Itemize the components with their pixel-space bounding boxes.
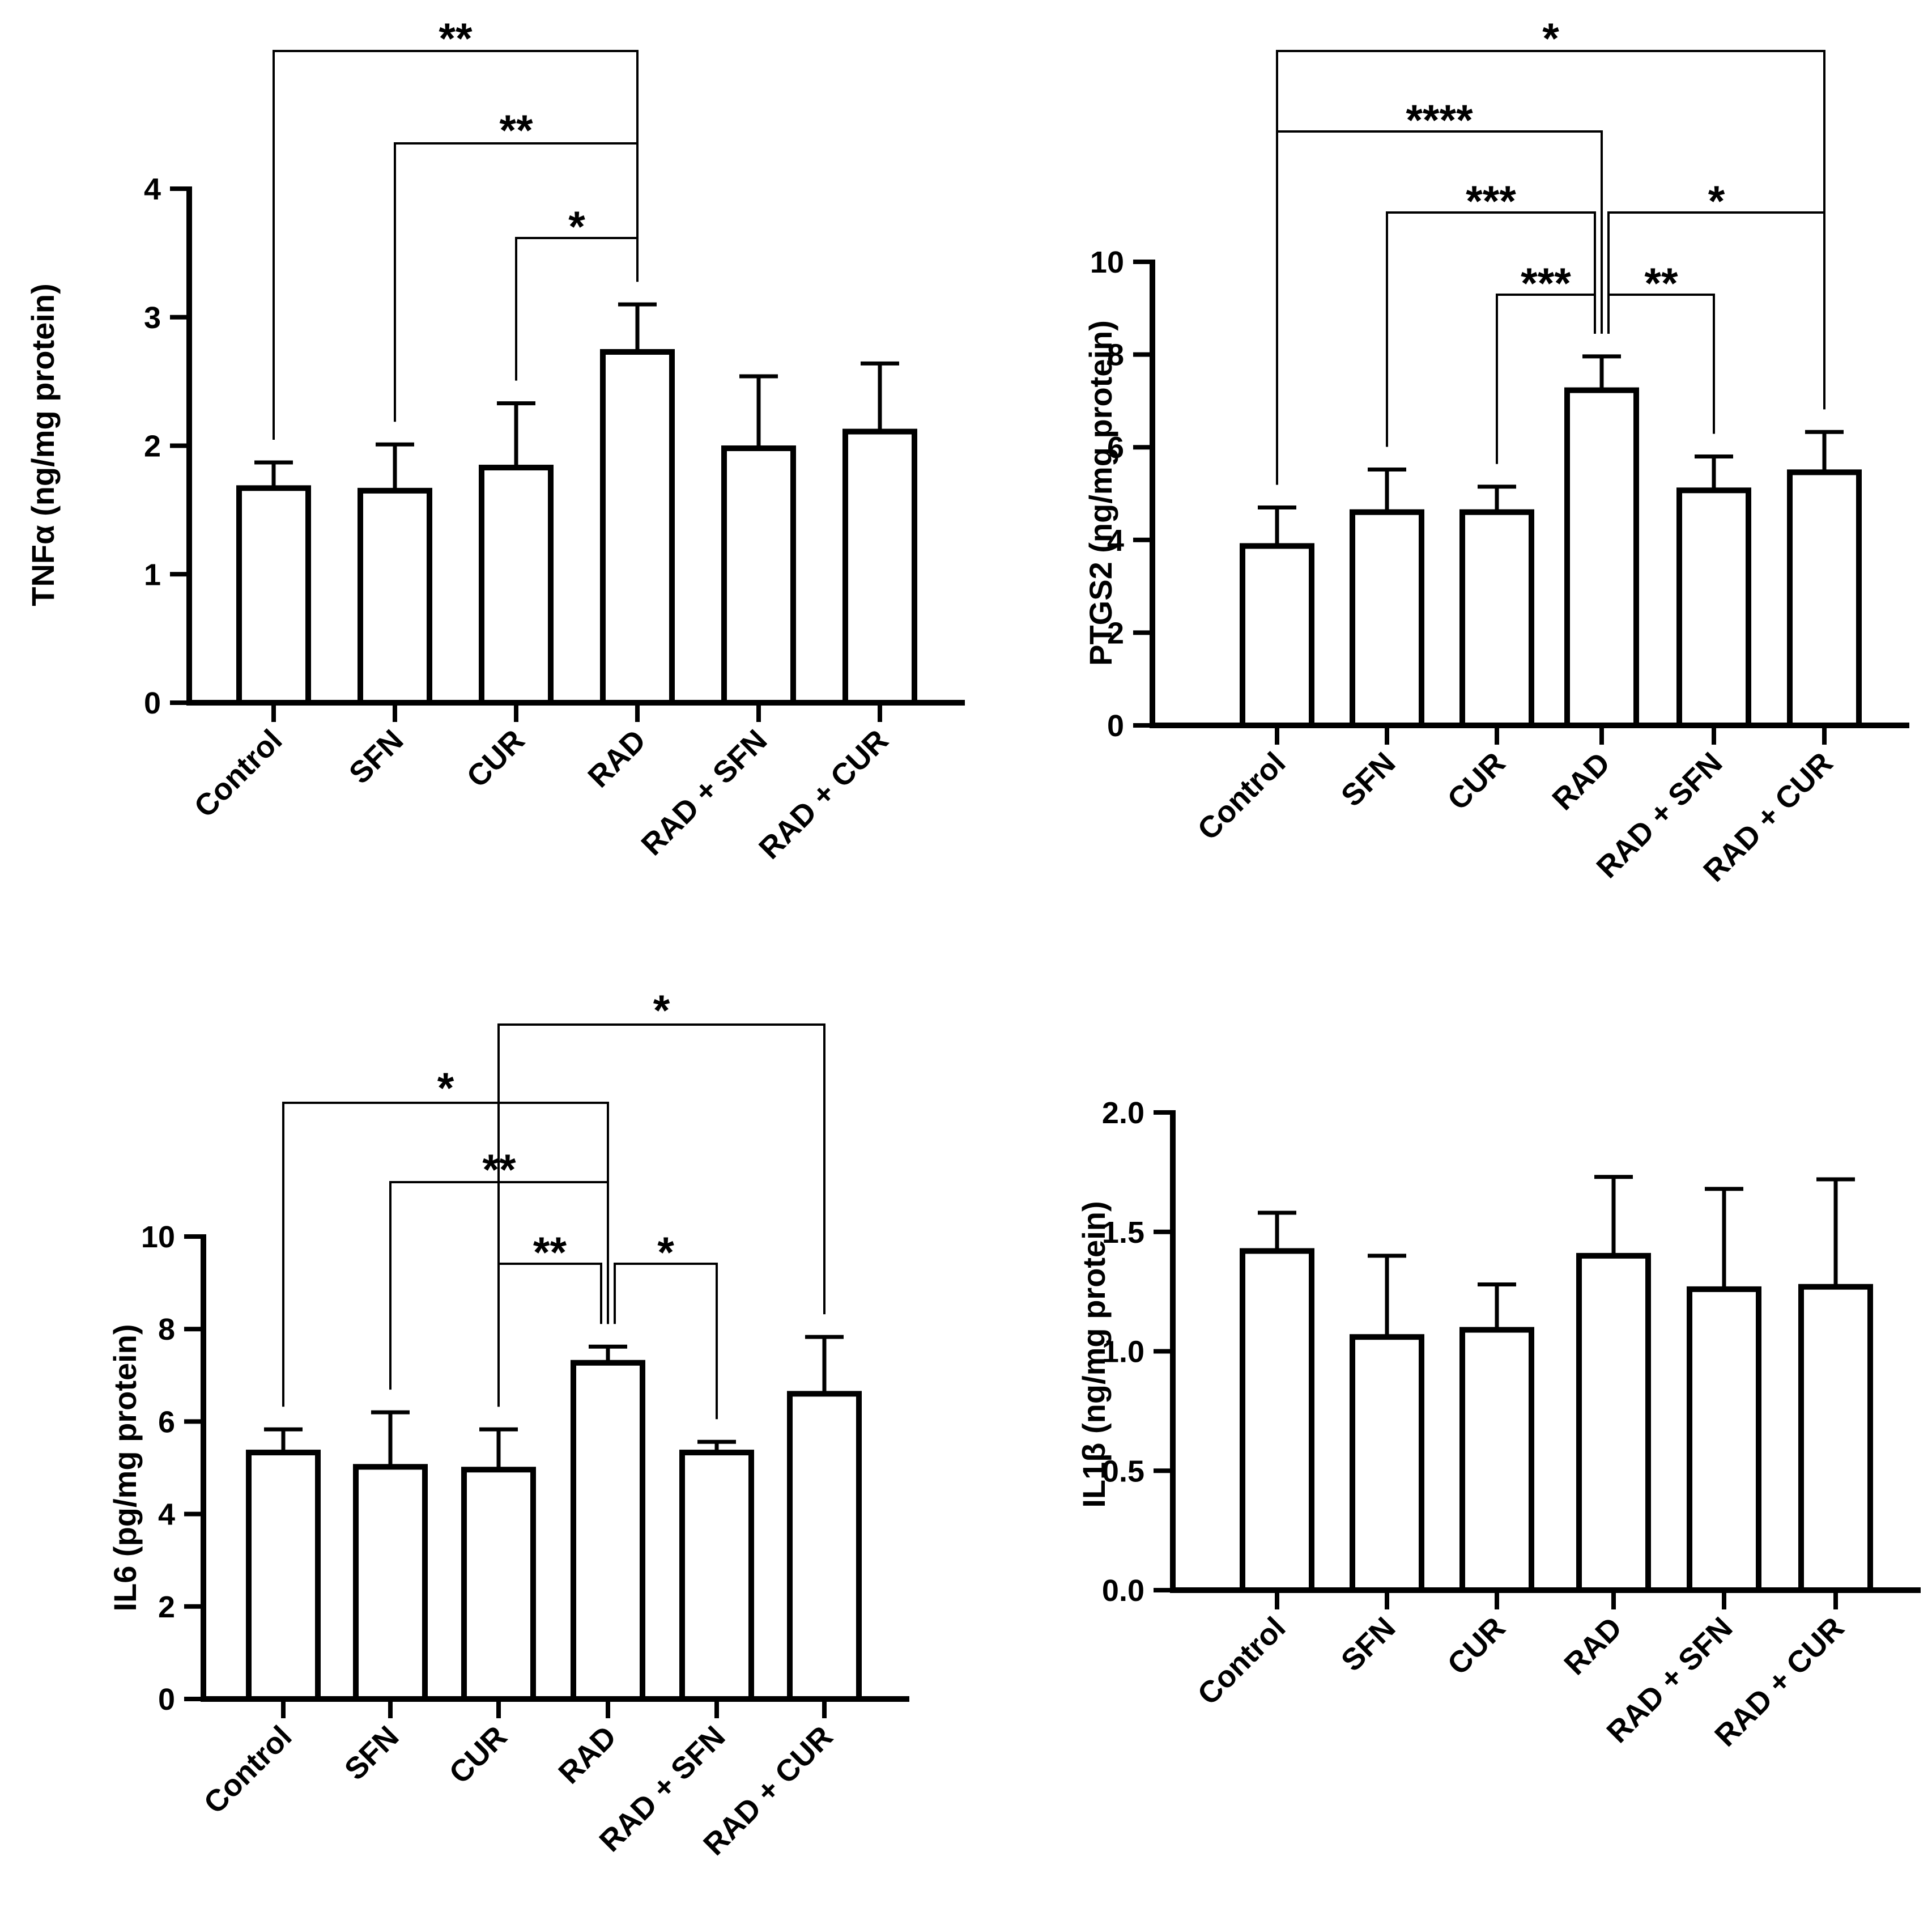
- bar: [1350, 509, 1424, 728]
- category-label: CUR: [460, 723, 531, 794]
- bar: [1240, 543, 1314, 729]
- significance-label: **: [439, 15, 473, 63]
- significance-label: *: [568, 203, 585, 251]
- category-label: CUR: [1441, 1611, 1512, 1681]
- y-tick-label: 2: [1107, 616, 1124, 650]
- bar: [721, 445, 796, 706]
- y-tick-label: 0.5: [1102, 1454, 1144, 1488]
- bar: [600, 349, 675, 706]
- category-label: Control: [197, 1719, 298, 1820]
- significance-bracket: [515, 237, 639, 381]
- significance-label: **: [533, 1229, 567, 1277]
- significance-label: *: [437, 1064, 454, 1112]
- category-label: CUR: [1441, 746, 1512, 817]
- y-tick-label: 1.5: [1102, 1216, 1144, 1250]
- y-tick-label: 8: [158, 1312, 175, 1346]
- bar: [1350, 1334, 1424, 1593]
- bar: [1676, 487, 1751, 728]
- significance-label: ***: [1466, 177, 1516, 226]
- significance-label: ****: [1406, 96, 1473, 145]
- y-tick-label: 8: [1107, 338, 1124, 372]
- significance-label: **: [482, 1146, 516, 1194]
- significance-bracket: [1276, 130, 1603, 485]
- significance-label: **: [499, 107, 533, 155]
- category-label: RAD: [1557, 1611, 1628, 1681]
- bar: [246, 1450, 321, 1702]
- bar: [1459, 1327, 1534, 1593]
- category-label: SFN: [343, 723, 410, 791]
- category-label: CUR: [442, 1719, 513, 1790]
- bar: [679, 1450, 754, 1702]
- y-axis-title: IL6 (pg/mg protein): [107, 1324, 143, 1611]
- bar: [353, 1464, 428, 1702]
- panel-il1b: 0.0 0.5 1.0 1.5 2.0 IL1β (ng/mg protein) Contr…: [1076, 1096, 1921, 1753]
- significance-bracket: [1496, 294, 1596, 464]
- bar: [787, 1391, 862, 1702]
- y-tick-label: 4: [1107, 524, 1124, 558]
- y-tick-label: 2: [144, 430, 161, 464]
- bar: [1687, 1286, 1761, 1593]
- y-tick-label: 0.0: [1102, 1574, 1144, 1608]
- category-label: Control: [188, 723, 288, 824]
- y-tick-label: 6: [158, 1405, 175, 1439]
- y-tick-label: 10: [141, 1220, 175, 1254]
- bar: [1564, 387, 1639, 728]
- bar: [479, 465, 554, 706]
- bar: [1798, 1284, 1873, 1594]
- category-label: SFN: [338, 1719, 406, 1787]
- bar: [358, 487, 432, 706]
- category-label: RAD: [1546, 746, 1616, 817]
- y-tick-label: 2: [158, 1590, 175, 1624]
- y-tick-label: 0: [158, 1683, 175, 1717]
- significance-bracket: [389, 1181, 609, 1390]
- significance-bracket: [394, 142, 639, 422]
- significance-bracket: [1607, 294, 1715, 434]
- panel-il6: 0 2 4 6 8 10 IL6 (pg/mg protein) Control SFN CUR R…: [107, 987, 909, 1862]
- significance-bracket: [614, 1263, 718, 1420]
- bar: [1787, 469, 1862, 728]
- y-axis-title: IL1β (ng/mg protein): [1076, 1201, 1112, 1507]
- y-tick-label: 4: [144, 172, 161, 206]
- significance-label: *: [653, 987, 670, 1035]
- category-label: SFN: [1335, 746, 1402, 813]
- significance-bracket: [497, 1263, 602, 1407]
- y-axis-title: TNFα (ng/mg protein): [25, 283, 61, 606]
- y-tick-label: 2.0: [1102, 1096, 1144, 1130]
- category-label: Control: [1191, 1611, 1292, 1711]
- bar: [1459, 509, 1534, 728]
- y-tick-label: 4: [158, 1498, 175, 1532]
- category-label: RAD + CUR: [752, 723, 895, 865]
- significance-bracket: [1607, 211, 1825, 410]
- category-label: RAD: [581, 723, 652, 794]
- panel-tnfa: 0 1 2 3 4 TNFα (ng/mg protein) Control SFN CUR RA…: [25, 15, 965, 865]
- y-tick-label: 1.0: [1102, 1335, 1144, 1369]
- bar: [571, 1360, 645, 1702]
- panel-ptgs2: 0 2 4 6 8 10 PTGS2 (ng/mg protein) Control SFN CU…: [1083, 15, 1909, 888]
- category-label: SFN: [1335, 1611, 1402, 1678]
- y-tick-label: 0: [144, 686, 161, 720]
- category-label: Control: [1191, 746, 1292, 847]
- y-tick-label: 1: [144, 558, 161, 592]
- significance-label: *: [1708, 177, 1725, 226]
- y-tick-label: 6: [1107, 431, 1124, 465]
- bar: [1576, 1252, 1651, 1593]
- bar: [842, 428, 917, 706]
- y-tick-label: 10: [1090, 245, 1124, 279]
- significance-bracket: [497, 1023, 825, 1407]
- bar: [236, 485, 311, 706]
- category-label: RAD: [552, 1719, 623, 1790]
- significance-label: *: [657, 1229, 674, 1277]
- bar: [461, 1467, 536, 1702]
- bar: [1240, 1248, 1314, 1593]
- significance-bracket: [1386, 211, 1596, 447]
- y-axis-title: PTGS2 (ng/mg protein): [1083, 320, 1118, 666]
- significance-label: *: [1542, 15, 1559, 63]
- y-tick-label: 0: [1107, 709, 1124, 743]
- y-tick-label: 3: [144, 301, 161, 335]
- significance-label: **: [1644, 260, 1678, 308]
- significance-label: ***: [1521, 260, 1571, 308]
